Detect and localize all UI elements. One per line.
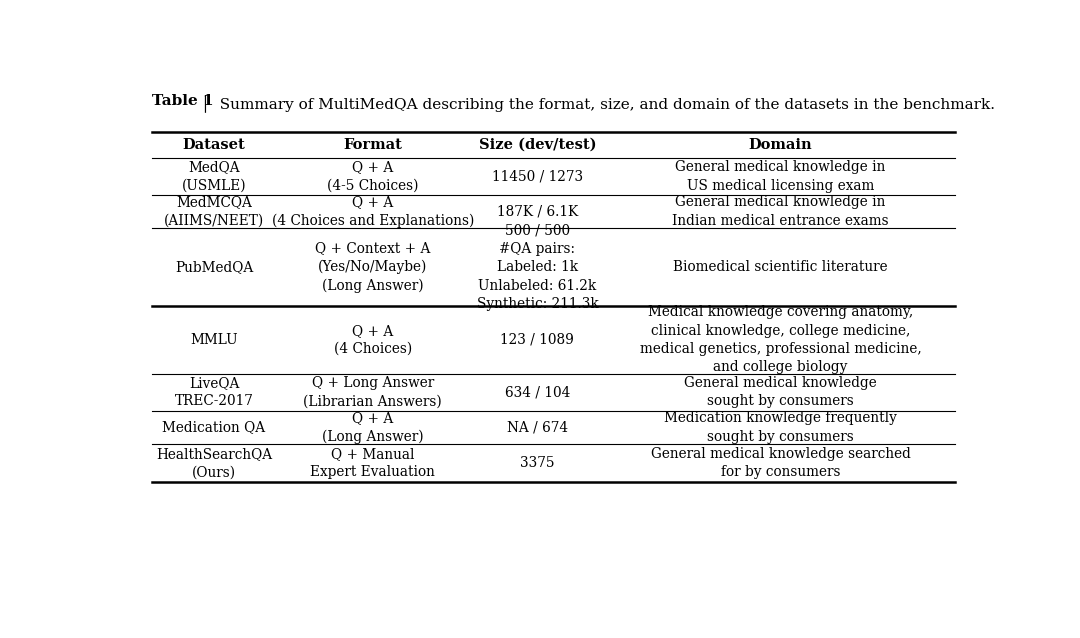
Text: 500 / 500
#QA pairs:
Labeled: 1k
Unlabeled: 61.2k
Synthetic: 211.3k: 500 / 500 #QA pairs: Labeled: 1k Unlabel… [476,223,598,311]
Text: Dataset: Dataset [183,138,245,152]
Text: Table 1: Table 1 [151,94,214,108]
Text: Q + A
(4 Choices): Q + A (4 Choices) [334,323,411,356]
Text: 3375: 3375 [521,456,555,470]
Text: Biomedical scientific literature: Biomedical scientific literature [673,260,888,274]
Text: General medical knowledge in
US medical licensing exam: General medical knowledge in US medical … [675,160,886,193]
Text: HealthSearchQA
(Ours): HealthSearchQA (Ours) [156,447,272,479]
Text: Q + A
(4-5 Choices): Q + A (4-5 Choices) [327,160,418,193]
Text: NA / 674: NA / 674 [507,420,568,434]
Text: Q + A
(Long Answer): Q + A (Long Answer) [322,411,423,444]
Text: Format: Format [343,138,402,152]
Text: │  Summary of MultiMedQA describing the format, size, and domain of the datasets: │ Summary of MultiMedQA describing the f… [197,94,995,112]
Text: 123 / 1089: 123 / 1089 [500,333,575,347]
Text: 187K / 6.1K: 187K / 6.1K [497,205,578,219]
Text: Q + A
(4 Choices and Explanations): Q + A (4 Choices and Explanations) [271,195,474,228]
Text: LiveQA
TREC-2017: LiveQA TREC-2017 [175,376,254,408]
Text: MedQA
(USMLE): MedQA (USMLE) [181,160,246,193]
Text: Size (dev/test): Size (dev/test) [478,138,596,152]
Text: Q + Long Answer
(Librarian Answers): Q + Long Answer (Librarian Answers) [303,376,442,408]
Text: MedMCQA
(AIIMS/NEET): MedMCQA (AIIMS/NEET) [164,195,265,228]
Text: General medical knowledge searched
for by consumers: General medical knowledge searched for b… [650,447,910,479]
Text: Medication knowledge frequently
sought by consumers: Medication knowledge frequently sought b… [664,411,896,443]
Text: 11450 / 1273: 11450 / 1273 [491,170,583,184]
Text: General medical knowledge
sought by consumers: General medical knowledge sought by cons… [684,376,877,408]
Text: 634 / 104: 634 / 104 [504,385,570,399]
Text: PubMedQA: PubMedQA [175,260,253,274]
Text: Medical knowledge covering anatomy,
clinical knowledge, college medicine,
medica: Medical knowledge covering anatomy, clin… [639,305,921,375]
Text: General medical knowledge in
Indian medical entrance exams: General medical knowledge in Indian medi… [672,195,889,228]
Text: Q + Manual
Expert Evaluation: Q + Manual Expert Evaluation [310,447,435,479]
Text: Medication QA: Medication QA [162,420,266,434]
Text: MMLU: MMLU [190,333,238,347]
Text: Q + Context + A
(Yes/No/Maybe)
(Long Answer): Q + Context + A (Yes/No/Maybe) (Long Ans… [315,241,431,293]
Text: Domain: Domain [748,138,812,152]
